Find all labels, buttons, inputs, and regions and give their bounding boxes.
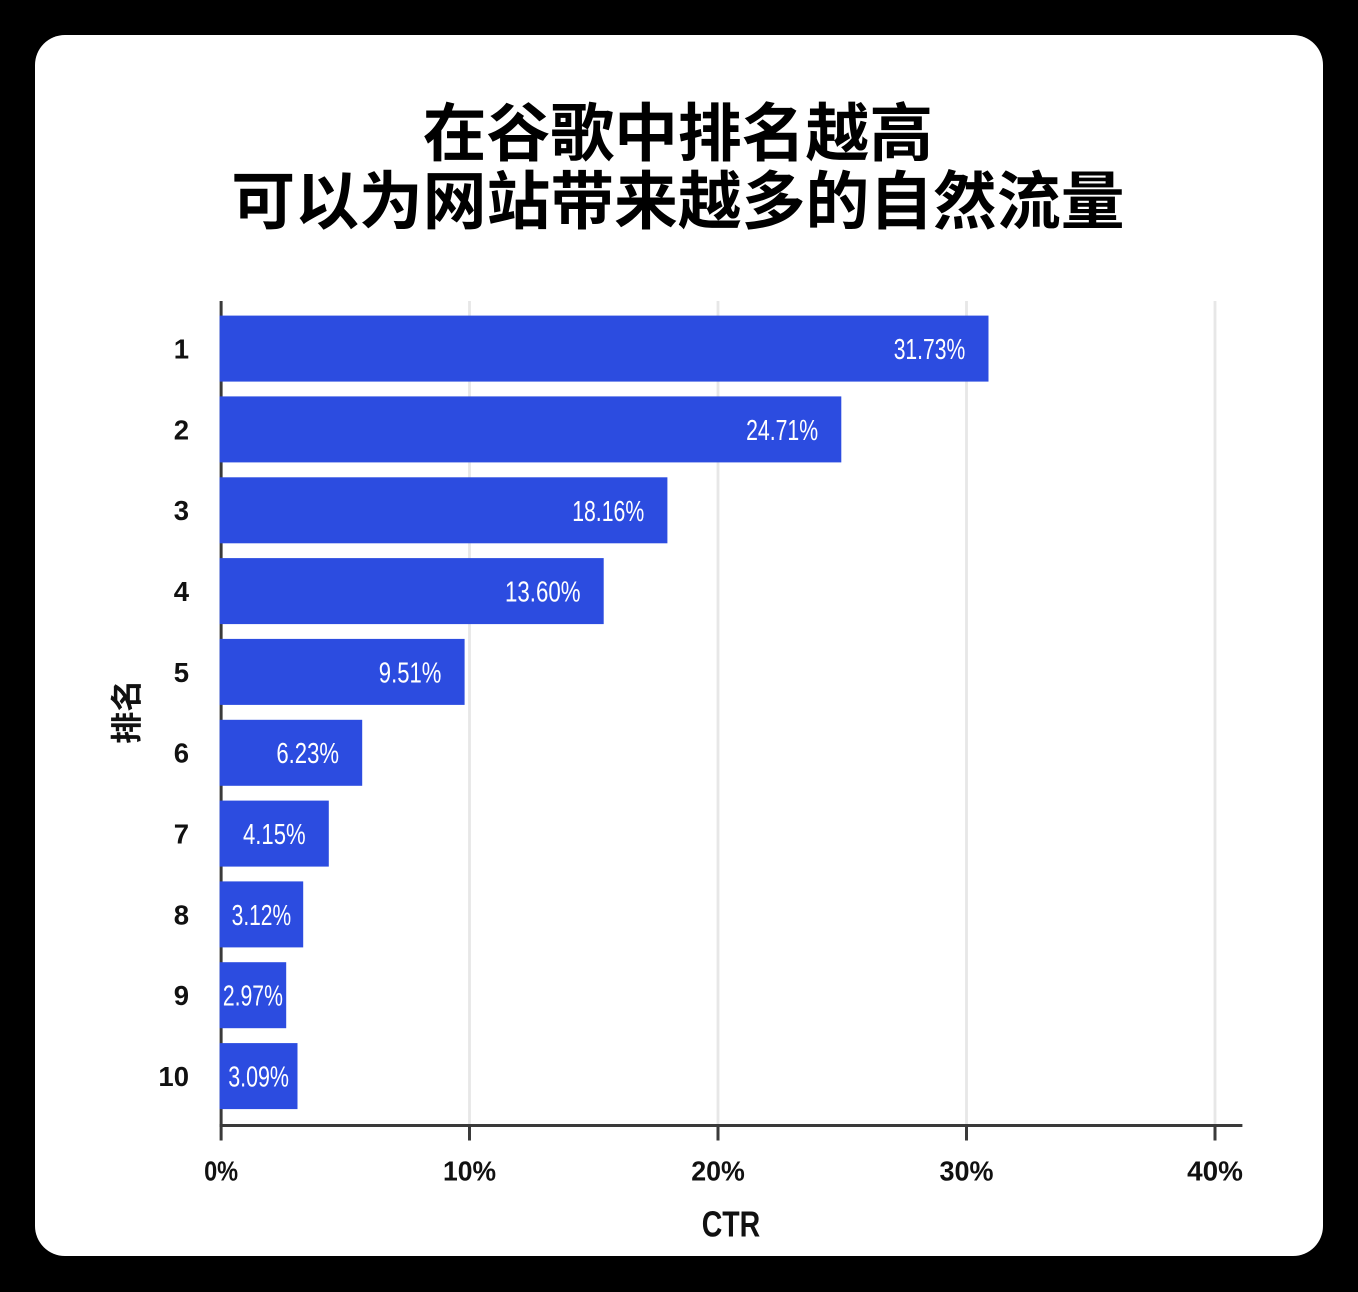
svg-text:3: 3 (174, 495, 189, 526)
svg-text:CTR: CTR (702, 1204, 761, 1245)
svg-text:18.16%: 18.16% (572, 496, 644, 528)
svg-text:24.71%: 24.71% (746, 415, 818, 447)
svg-text:10%: 10% (443, 1156, 496, 1187)
svg-text:2.97%: 2.97% (223, 981, 283, 1013)
svg-text:9.51%: 9.51% (379, 657, 442, 689)
svg-text:31.73%: 31.73% (894, 334, 966, 366)
svg-text:8: 8 (174, 899, 189, 930)
svg-text:10: 10 (158, 1061, 189, 1092)
svg-text:30%: 30% (940, 1156, 994, 1187)
svg-text:3.09%: 3.09% (228, 1062, 289, 1094)
svg-text:6.23%: 6.23% (276, 738, 339, 770)
svg-text:1: 1 (174, 334, 189, 365)
svg-text:6: 6 (174, 738, 189, 769)
svg-text:4: 4 (174, 576, 190, 607)
svg-text:3.12%: 3.12% (232, 900, 292, 932)
svg-text:0%: 0% (204, 1156, 238, 1187)
svg-text:20%: 20% (691, 1156, 745, 1187)
svg-text:40%: 40% (1187, 1156, 1243, 1187)
svg-text:4.15%: 4.15% (243, 819, 306, 851)
svg-text:9: 9 (174, 980, 189, 1011)
svg-text:5: 5 (174, 657, 189, 688)
svg-text:13.60%: 13.60% (505, 577, 581, 609)
svg-text:7: 7 (174, 819, 189, 850)
svg-text:2: 2 (174, 414, 189, 445)
